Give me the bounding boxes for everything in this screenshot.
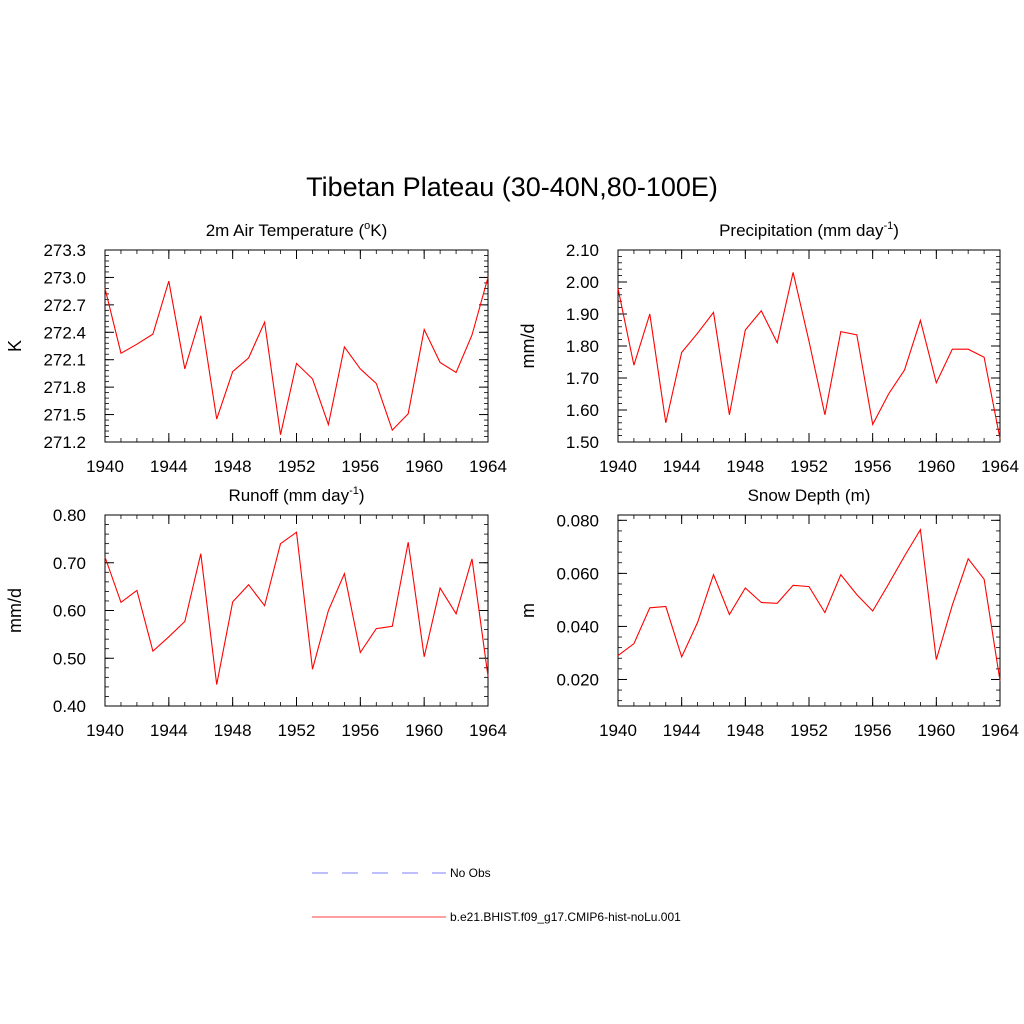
y-tick-label: 1.90 [566,305,599,324]
y-tick-label: 2.00 [566,273,599,292]
y-tick-label: 272.7 [43,296,86,315]
x-tick-label: 1964 [469,721,507,740]
y-axis-label: m [518,603,538,618]
x-tick-label: 1948 [214,457,252,476]
x-tick-label: 1952 [790,457,828,476]
x-tick-label: 1956 [341,721,379,740]
y-axis-label: mm/d [5,588,25,633]
panel-title-superscript: -1 [349,485,359,497]
x-tick-label: 1940 [86,721,124,740]
x-tick-label: 1952 [790,721,828,740]
y-tick-label: 1.70 [566,369,599,388]
x-tick-label: 1944 [663,721,701,740]
x-tick-label: 1944 [150,721,188,740]
x-tick-label: 1940 [599,721,637,740]
legend-label-model: b.e21.BHIST.f09_g17.CMIP6-hist-noLu.001 [450,910,681,924]
x-tick-label: 1944 [663,457,701,476]
y-tick-label: 1.50 [566,433,599,452]
y-tick-label: 0.60 [53,602,86,621]
panel-title-main: Runoff (mm day [228,486,349,505]
panel-title: Snow Depth (m) [748,486,871,505]
x-tick-label: 1964 [981,457,1019,476]
y-tick-label: 272.4 [43,323,86,342]
x-tick-label: 1948 [726,721,764,740]
x-tick-label: 1956 [341,457,379,476]
panel-title-end: K) [370,221,387,240]
y-tick-label: 271.8 [43,378,86,397]
y-axis-label: K [5,340,25,352]
x-tick-label: 1940 [599,457,637,476]
panel-title-end: ) [359,486,365,505]
y-tick-label: 272.1 [43,351,86,370]
y-tick-label: 273.0 [43,268,86,287]
panel-title-main: Snow Depth (m) [748,486,871,505]
x-tick-label: 1944 [150,457,188,476]
y-tick-label: 0.80 [53,506,86,525]
x-tick-label: 1948 [726,457,764,476]
panel-title-superscript: -1 [883,220,893,232]
series-line-1 [104,277,489,435]
y-tick-label: 273.3 [43,241,86,260]
panels: 1940 1944 1948 1952 1956 1960 1964 271.2 271.5 27… [5,220,1019,740]
chart-panel-3: 1940 1944 1948 1952 1956 1960 1964 0.40 0.50 0.60… [5,485,507,740]
y-tick-label: 0.040 [556,617,599,636]
plot-frame [617,514,1001,707]
legend-label-no-obs: No Obs [450,866,491,880]
y-tick-label: 0.060 [556,564,599,583]
series-line-1 [617,527,1001,681]
x-tick-label: 1960 [917,721,955,740]
x-tick-label: 1956 [854,457,892,476]
y-tick-label: 1.60 [566,401,599,420]
series-line-1 [104,531,489,685]
y-tick-label: 0.50 [53,649,86,668]
panel-title: Precipitation (mm day-1) [719,220,899,240]
x-tick-label: 1940 [86,457,124,476]
x-tick-label: 1960 [917,457,955,476]
x-tick-label: 1952 [278,457,316,476]
plot-frame [104,249,489,443]
panel-title-main: Precipitation (mm day [719,221,884,240]
x-tick-label: 1960 [405,457,443,476]
panel-title-main: 2m Air Temperature ( [206,221,365,240]
y-tick-label: 0.40 [53,697,86,716]
plot-frame [104,514,489,707]
x-tick-label: 1964 [469,457,507,476]
series-line-1 [617,272,1001,439]
figure-title: Tibetan Plateau (30-40N,80-100E) [306,172,718,202]
chart-panel-1: 1940 1944 1948 1952 1956 1960 1964 271.2 271.5 27… [5,220,507,476]
plot-frame [617,249,1001,443]
y-tick-label: 0.020 [556,670,599,689]
panel-title: Runoff (mm day-1) [228,485,364,505]
panel-title: 2m Air Temperature (oK) [206,220,388,240]
panel-title-superscript: o [364,220,370,232]
panel-title-end: ) [893,221,899,240]
y-tick-label: 271.5 [43,406,86,425]
chart-panel-2: 1940 1944 1948 1952 1956 1960 1964 1.50 1.60 1.70… [518,220,1019,476]
legend: No Obs b.e21.BHIST.f09_g17.CMIP6-hist-no… [312,866,681,924]
x-tick-label: 1948 [214,721,252,740]
y-tick-label: 2.10 [566,241,599,260]
x-tick-label: 1960 [405,721,443,740]
y-tick-label: 1.80 [566,337,599,356]
chart-panel-4: 1940 1944 1948 1952 1956 1960 1964 0.020 0.040 0.… [518,486,1019,740]
x-tick-label: 1964 [981,721,1019,740]
x-tick-label: 1952 [278,721,316,740]
y-tick-label: 271.2 [43,433,86,452]
y-tick-label: 0.70 [53,554,86,573]
y-axis-label: mm/d [518,324,538,369]
x-tick-label: 1956 [854,721,892,740]
y-tick-label: 0.080 [556,511,599,530]
